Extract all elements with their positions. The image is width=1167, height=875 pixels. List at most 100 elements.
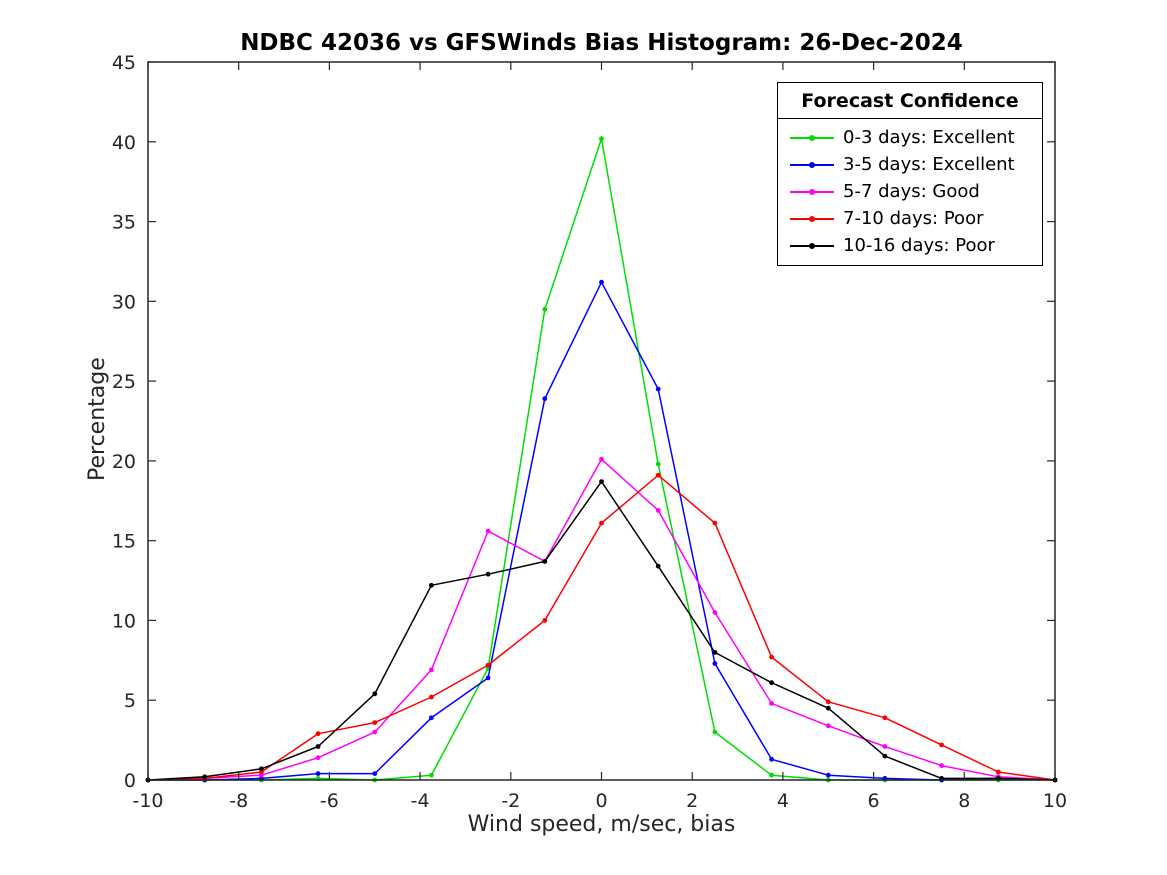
x-tick-label: -4 <box>411 790 430 812</box>
legend-entry-label: 10-16 days: Poor <box>843 235 995 256</box>
legend-marker-dot <box>809 134 815 141</box>
x-tick-label: -6 <box>320 790 339 812</box>
series-line <box>148 281 1056 781</box>
y-tick-label: 25 <box>112 371 136 393</box>
series-marker <box>485 662 491 668</box>
series-marker <box>429 694 434 700</box>
x-tick-label: 10 <box>1043 790 1067 812</box>
legend-entry: 3-5 days: Excellent <box>778 151 1042 178</box>
series-marker <box>315 731 321 737</box>
series-marker <box>372 729 378 735</box>
y-tick-label: 20 <box>112 451 136 473</box>
series-marker <box>939 763 944 768</box>
y-tick-label: 45 <box>112 52 136 74</box>
y-tick-label: 10 <box>112 610 136 632</box>
legend-title: Forecast Confidence <box>778 83 1042 119</box>
series-marker <box>542 396 548 402</box>
series-marker <box>769 756 774 762</box>
series-marker <box>315 744 321 749</box>
series-2 <box>145 456 1058 783</box>
series-marker <box>485 528 491 534</box>
legend-entry-label: 7-10 days: Poor <box>843 208 984 229</box>
series-marker <box>542 306 548 312</box>
y-tick-label: 40 <box>112 132 136 154</box>
y-axis-label: Percentage <box>85 357 110 481</box>
series-marker <box>712 661 718 666</box>
series-marker <box>202 774 208 780</box>
series-marker <box>939 742 944 748</box>
x-tick-label: 8 <box>958 790 970 812</box>
series-marker <box>599 136 604 142</box>
series-marker <box>542 559 548 564</box>
legend-line-sample <box>790 133 834 143</box>
legend-entry: 7-10 days: Poor <box>778 205 1042 232</box>
series-marker <box>485 571 491 577</box>
series-1 <box>145 279 1058 783</box>
series-marker <box>825 772 831 778</box>
legend-entry: 5-7 days: Good <box>778 178 1042 205</box>
x-tick-label: -2 <box>501 790 520 812</box>
legend-entry-label: 0-3 days: Excellent <box>843 127 1015 148</box>
legend-entries: 0-3 days: Excellent 3-5 days: Excellent … <box>778 124 1042 259</box>
x-tick-label: 2 <box>686 790 698 812</box>
series-marker <box>825 705 831 711</box>
series-marker <box>882 744 888 749</box>
series-marker <box>769 701 774 706</box>
series-marker <box>825 699 831 705</box>
series-marker <box>372 691 378 697</box>
x-tick-label: -8 <box>229 790 248 812</box>
series-marker <box>259 766 264 772</box>
axes-box <box>147 61 1056 781</box>
series-marker <box>655 386 661 392</box>
legend-line-sample <box>790 187 834 197</box>
series-marker <box>655 563 661 569</box>
x-tick-label: -10 <box>132 790 163 812</box>
legend-marker-dot <box>809 161 815 168</box>
series-marker <box>769 654 774 660</box>
series-marker <box>429 772 434 778</box>
series-marker <box>542 618 548 623</box>
x-tick-label: 4 <box>777 790 789 812</box>
series-3 <box>145 472 1058 783</box>
series-marker <box>599 456 604 462</box>
series-marker <box>655 461 661 467</box>
series-4 <box>145 479 1058 783</box>
y-tick-label: 35 <box>112 212 136 234</box>
series-marker <box>769 772 774 778</box>
series-line <box>147 458 1056 781</box>
series-marker <box>882 753 888 759</box>
series-marker <box>372 720 378 725</box>
legend-marker-dot <box>809 188 815 195</box>
legend-line-sample <box>790 241 834 251</box>
x-tick-label: 0 <box>595 790 607 812</box>
series-marker <box>995 769 1001 775</box>
legend-marker-dot <box>809 215 815 222</box>
chart-title: NDBC 42036 vs GFSWinds Bias Histogram: 2… <box>240 30 963 56</box>
y-tick-label: 5 <box>124 690 136 712</box>
series-marker <box>429 582 434 588</box>
legend: Forecast Confidence 0-3 days: Excellent … <box>777 82 1043 266</box>
series-marker <box>825 723 831 729</box>
legend-entry-label: 3-5 days: Excellent <box>843 154 1015 175</box>
series-marker <box>769 680 774 686</box>
x-tick-label: 6 <box>868 790 880 812</box>
y-tick-label: 15 <box>112 531 136 553</box>
series-marker <box>372 771 378 776</box>
series-marker <box>315 771 321 776</box>
series-marker <box>712 650 718 655</box>
legend-entry: 0-3 days: Excellent <box>778 124 1042 151</box>
series-marker <box>712 729 718 735</box>
series-marker <box>599 520 604 526</box>
series-marker <box>599 479 604 484</box>
y-tick-label: 30 <box>112 291 136 313</box>
x-axis-label: Wind speed, m/sec, bias <box>467 812 736 837</box>
series-marker <box>429 667 434 673</box>
legend-line-sample <box>790 160 834 170</box>
legend-entry-label: 5-7 days: Good <box>843 181 980 202</box>
legend-marker-dot <box>809 242 815 249</box>
series-marker <box>429 715 434 721</box>
series-line <box>147 480 1056 781</box>
series-marker <box>485 675 491 681</box>
series-marker <box>712 610 718 615</box>
